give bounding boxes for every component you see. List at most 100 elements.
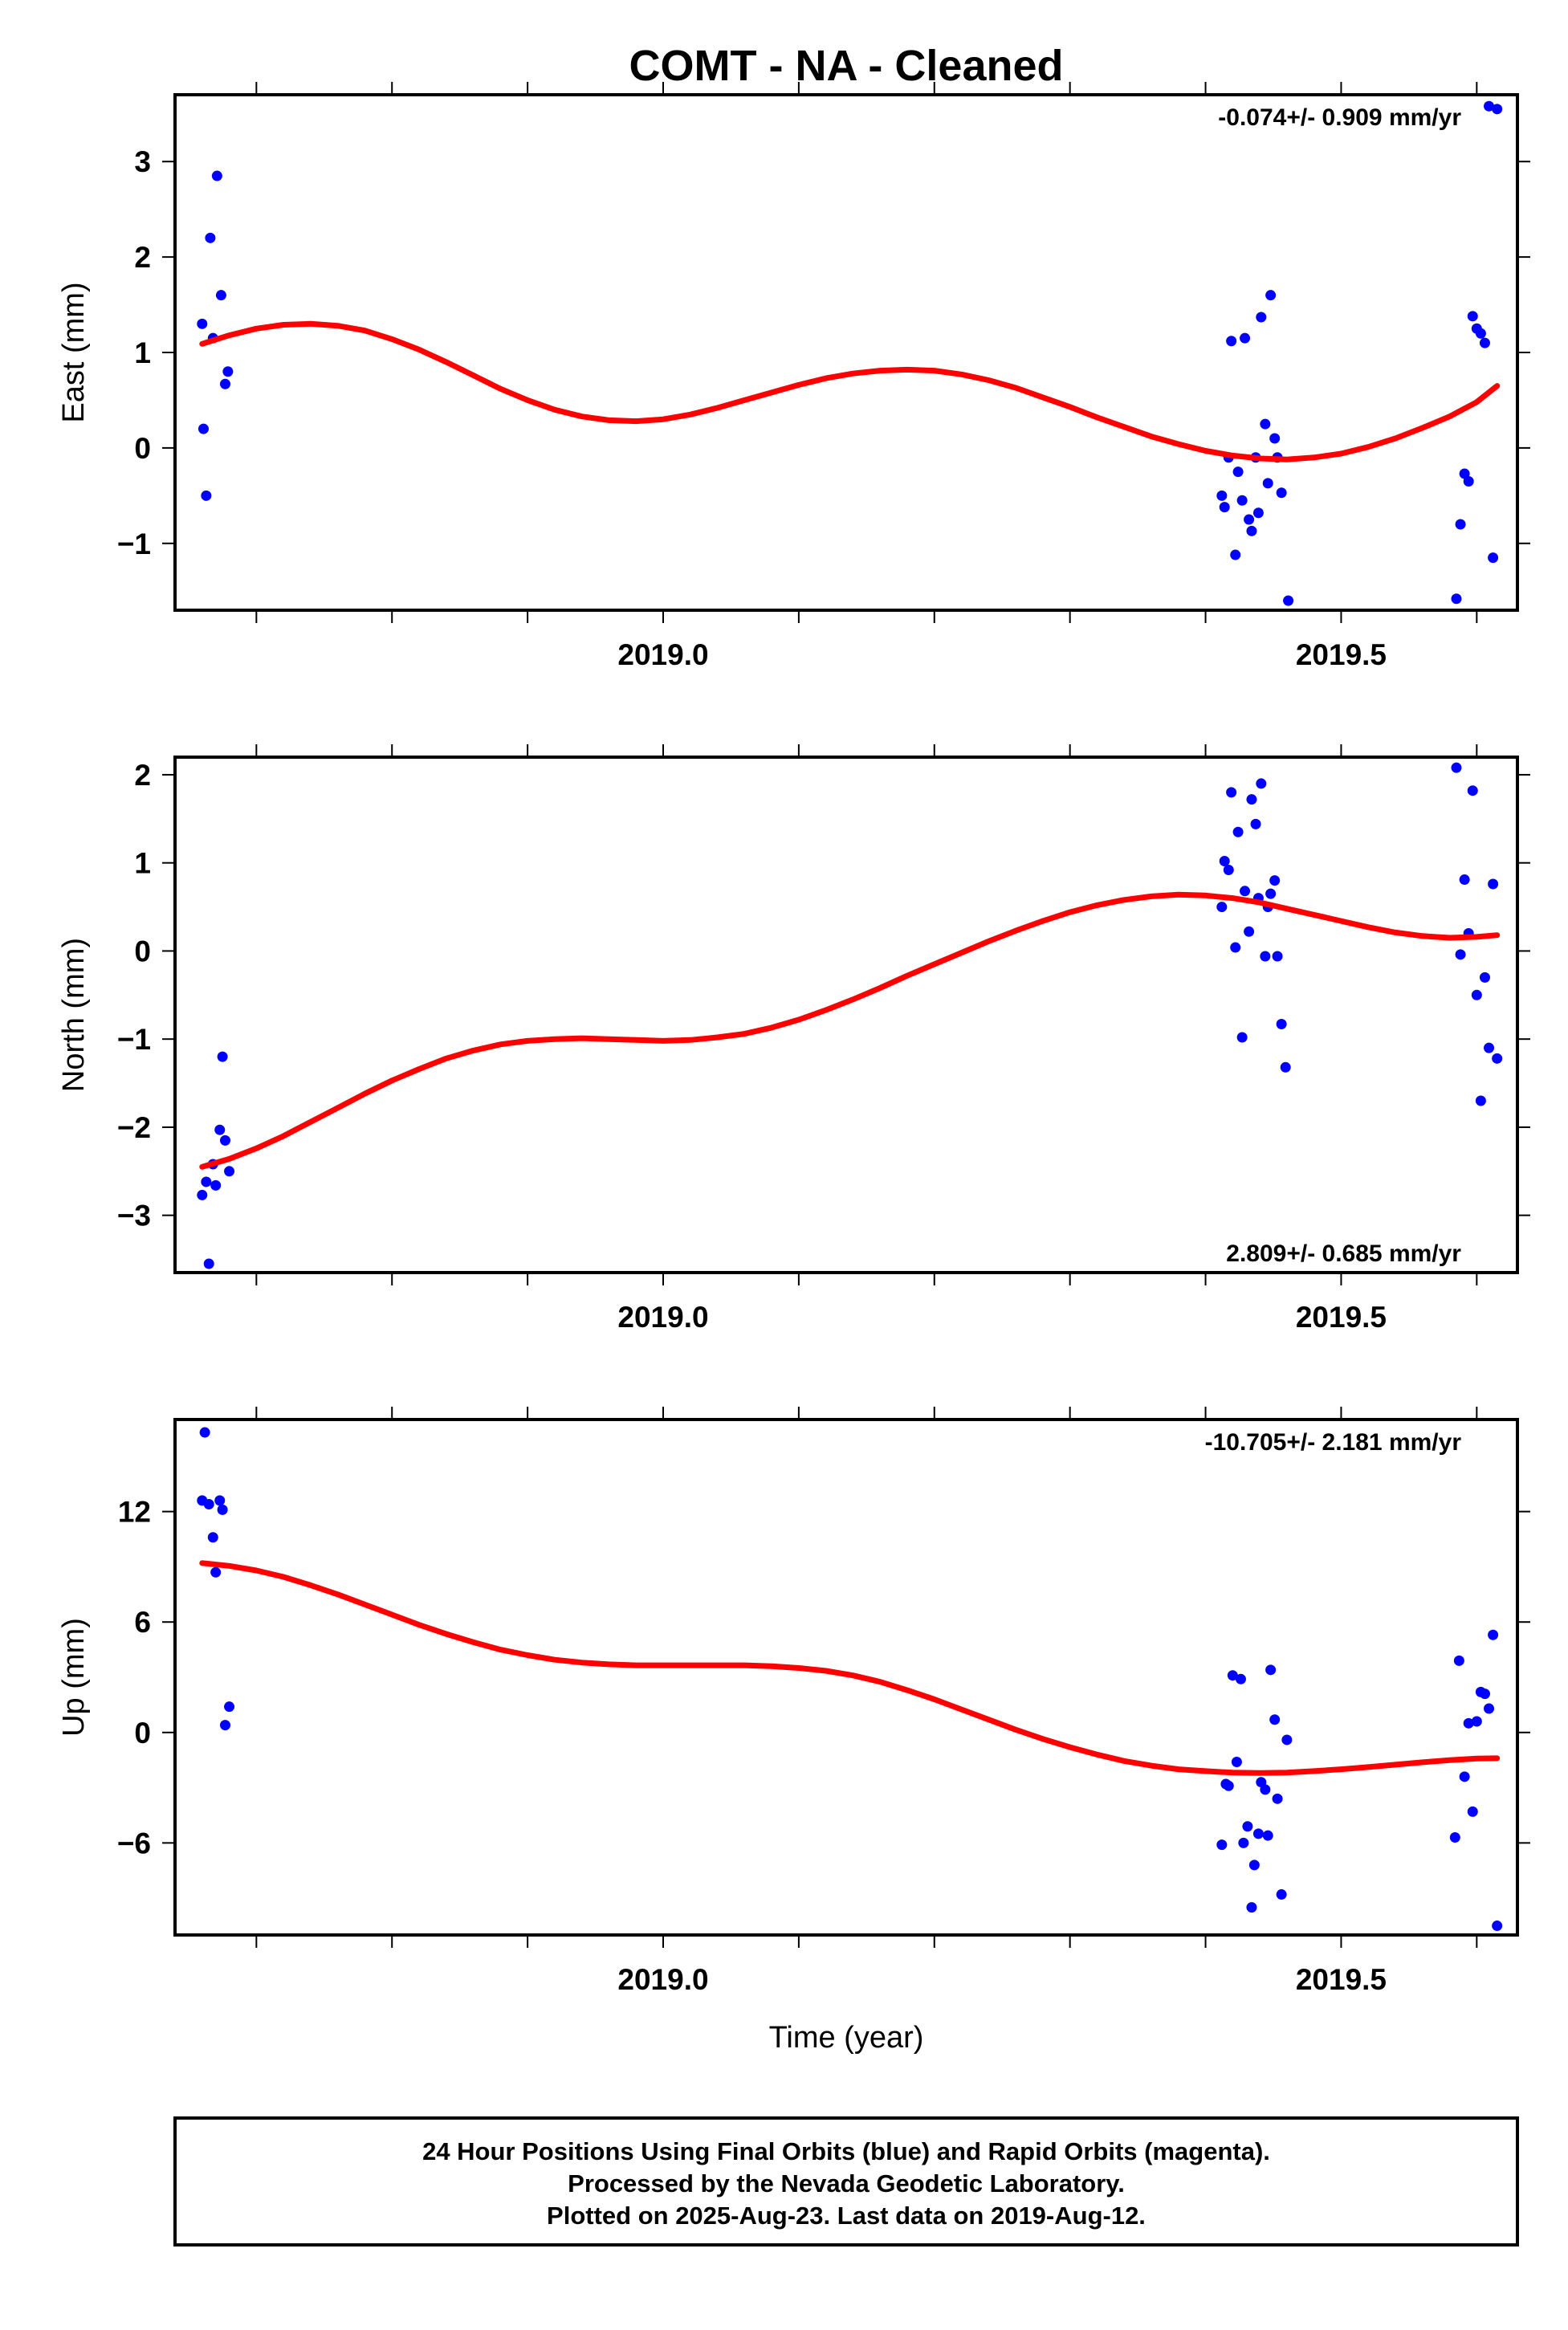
y-axis-label: East (mm): [57, 282, 91, 422]
data-point: [1223, 864, 1234, 875]
data-point: [1459, 874, 1470, 886]
data-point: [219, 378, 230, 389]
data-point: [1455, 949, 1466, 960]
data-point: [1488, 878, 1499, 890]
data-point: [1236, 495, 1248, 506]
data-point: [210, 1179, 222, 1191]
plot-frame: [173, 756, 1519, 1274]
data-point: [1246, 1902, 1257, 1913]
data-point: [1246, 525, 1257, 536]
data-point: [1244, 926, 1255, 937]
data-point: [1262, 478, 1273, 489]
data-point: [1226, 787, 1237, 798]
data-point: [1232, 466, 1244, 478]
data-point: [197, 318, 208, 329]
data-point: [1488, 552, 1499, 564]
y-tick-label: 2: [134, 241, 151, 274]
data-point: [1252, 507, 1264, 519]
data-point: [1269, 1714, 1281, 1725]
footer-line-3: Plotted on 2025-Aug-23. Last data on 201…: [547, 2202, 1146, 2230]
data-point: [1276, 1019, 1287, 1030]
y-tick-label: −2: [117, 1111, 151, 1144]
data-point: [1231, 1756, 1242, 1767]
plot-frame: [173, 93, 1519, 612]
data-point: [1219, 855, 1230, 866]
x-tick-label: 2019.5: [1296, 638, 1387, 671]
data-point: [1252, 1828, 1264, 1839]
data-point: [1455, 519, 1466, 530]
data-point: [1479, 972, 1490, 983]
data-point: [217, 1504, 228, 1515]
y-tick-label: −6: [117, 1827, 151, 1860]
data-point: [1281, 1734, 1293, 1745]
y-tick-label: 1: [134, 336, 151, 369]
y-tick-label: 12: [118, 1496, 151, 1529]
data-point: [1260, 1784, 1271, 1795]
data-point: [203, 1498, 214, 1509]
data-point: [211, 170, 222, 181]
data-point: [1492, 1053, 1503, 1064]
data-point: [1272, 1793, 1283, 1804]
data-point: [1230, 942, 1241, 953]
east-panel: 2019.0 2019.5 −1 0 1 2 3 East (mm) -0.074+/- 0.9…: [57, 82, 1530, 671]
data-point: [205, 232, 216, 243]
data-point: [1216, 902, 1228, 913]
data-point: [1451, 593, 1462, 605]
y-axis-label: North (mm): [57, 938, 91, 1092]
data-point: [1453, 1655, 1464, 1666]
data-point: [1479, 1688, 1490, 1700]
data-point: [1250, 818, 1261, 829]
data-point: [201, 1176, 212, 1187]
y-tick-label: −1: [117, 1023, 151, 1056]
data-point: [197, 1189, 208, 1200]
data-point: [1492, 104, 1503, 115]
footer-line-1: 24 Hour Positions Using Final Orbits (bl…: [422, 2137, 1270, 2165]
data-point: [1240, 332, 1251, 344]
data-point: [1463, 1717, 1474, 1729]
data-point: [1471, 989, 1482, 1000]
data-point: [215, 290, 226, 301]
data-point: [1467, 785, 1478, 796]
y-tick-label: 0: [134, 1717, 151, 1750]
rate-label: -0.074+/- 0.909 mm/yr: [1218, 104, 1461, 131]
rate-label: 2.809+/- 0.685 mm/yr: [1226, 1240, 1461, 1267]
data-point: [1230, 549, 1241, 560]
data-point: [203, 1258, 214, 1269]
data-point: [1238, 1837, 1249, 1848]
data-point: [1484, 1042, 1495, 1053]
data-point: [1488, 1629, 1499, 1640]
plot-frame: [173, 1418, 1519, 1937]
data-point: [207, 1532, 218, 1543]
data-point: [217, 1051, 228, 1062]
data-point: [1226, 336, 1237, 347]
data-point: [1242, 1821, 1253, 1832]
data-point: [219, 1134, 230, 1146]
data-point: [224, 1701, 235, 1713]
data-point: [224, 1166, 235, 1177]
y-tick-label: −1: [117, 528, 151, 560]
data-point: [1256, 312, 1267, 323]
y-tick-label: 0: [134, 935, 151, 967]
data-point: [1216, 1839, 1228, 1851]
data-point: [1269, 875, 1281, 886]
footer-line-2: Processed by the Nevada Geodetic Laborat…: [568, 2169, 1125, 2198]
x-tick-label: 2019.0: [617, 1963, 708, 1996]
y-tick-label: 6: [134, 1606, 151, 1639]
data-point: [1283, 595, 1294, 606]
data-point: [1260, 951, 1271, 962]
fit-curve: [199, 320, 1501, 462]
data-point: [1272, 951, 1283, 962]
data-point: [1449, 1831, 1460, 1843]
data-point: [1265, 888, 1277, 899]
data-point: [1227, 1670, 1238, 1681]
x-axis-label: Time (year): [769, 2021, 924, 2055]
data-point: [1471, 1716, 1482, 1727]
fit-curve: [199, 1560, 1501, 1776]
data-point: [214, 1124, 226, 1135]
data-point: [1262, 1830, 1273, 1841]
data-point: [1236, 1032, 1248, 1043]
data-point: [1459, 1771, 1470, 1782]
data-point: [1244, 514, 1255, 525]
data-point: [1276, 487, 1287, 499]
data-point: [199, 1427, 210, 1438]
